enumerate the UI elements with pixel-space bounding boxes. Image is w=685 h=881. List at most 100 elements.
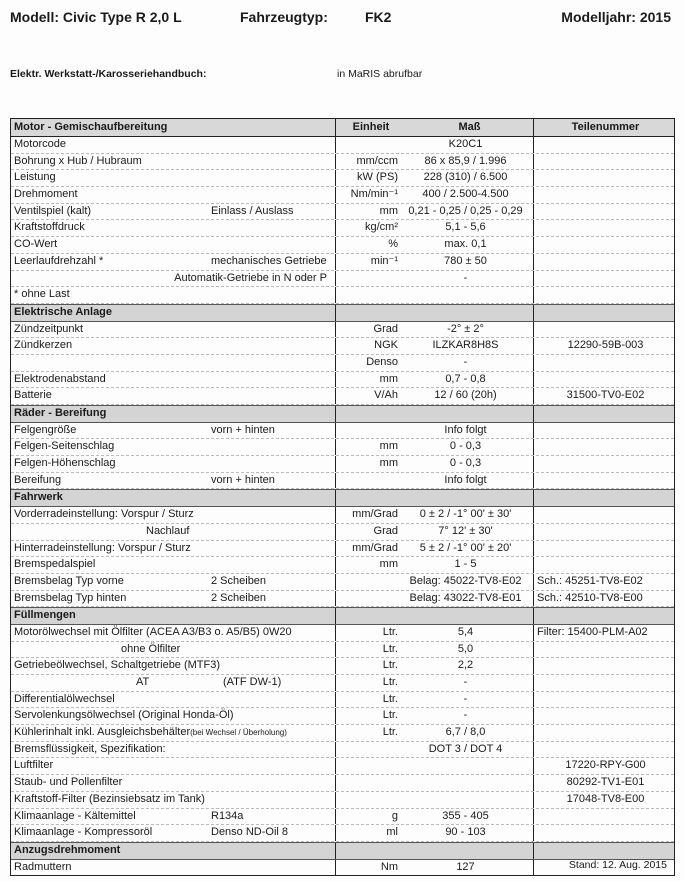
- row-part-number: [534, 220, 674, 236]
- row-label-cell: Motorölwechsel mit Ölfilter (ACEA A3/B3 …: [11, 624, 336, 641]
- row-label: Batterie: [14, 389, 52, 402]
- table-row: Motorölwechsel mit Ölfilter (ACEA A3/B3 …: [11, 624, 674, 642]
- row-label-cell: Bremsbelag Typ hinten 2 Scheiben: [11, 590, 336, 607]
- row-label: Elektrodenabstand: [14, 372, 106, 385]
- row-measure-cell: mm 1 - 5: [336, 557, 534, 573]
- row-sublabel: Einlass / Auslass: [211, 204, 294, 217]
- row-value: 400 / 2.500-4.500: [422, 188, 509, 201]
- table-row: Batterie V/Ah 12 / 60 (20h) 31500-TV0-E02: [11, 388, 674, 405]
- section-header: Elektrische Anlage: [11, 303, 674, 322]
- row-unit: Ltr.: [382, 692, 398, 705]
- row-part-number: [534, 254, 674, 270]
- row-value: 0 - 0,3: [449, 457, 482, 470]
- row-value: 86 x 85,9 / 1.996: [424, 154, 507, 167]
- row-part-number: [534, 742, 674, 758]
- row-value: [398, 287, 533, 303]
- row-label: Bremsbelag Typ vorne: [14, 574, 124, 587]
- manual-value: in MaRIS abrufbar: [337, 68, 423, 80]
- row-part-number: Sch.: 42510-TV8-E00: [537, 591, 643, 604]
- row-value: 7° 12' ± 30': [438, 524, 493, 537]
- row-unit: %: [388, 238, 398, 251]
- row-measure-cell: [336, 791, 534, 808]
- row-value: -: [463, 709, 468, 722]
- row-measure-cell: Info folgt: [336, 472, 534, 489]
- row-label: Luftfilter: [14, 759, 54, 772]
- row-part-number: 31500-TV0-E02: [566, 389, 645, 402]
- row-label-cell: Getriebeölwechsel, Schaltgetriebe (MTF3): [11, 658, 336, 674]
- row-unit: [336, 574, 398, 590]
- table-row: Vorderradeinstellung: Vorspur / Sturz mm/…: [11, 507, 674, 524]
- row-label-cell: Luftfilter: [11, 758, 336, 775]
- table-row: Luftfilter 17220-RPY-G00: [11, 758, 674, 776]
- row-label: Kraftstoff-Filter (Bezinsiebsatz im Tank…: [14, 792, 205, 805]
- row-part-number: 17220-RPY-G00: [565, 759, 646, 772]
- row-unit: [336, 758, 398, 774]
- section-spacer: [336, 490, 534, 507]
- row-label-cell: Servolenkungsölwechsel (Original Honda-Ö…: [11, 708, 336, 725]
- row-unit: mm: [379, 457, 398, 470]
- row-measure-cell: Grad -2° ± 2°: [336, 321, 534, 338]
- row-label-cell: * ohne Last: [11, 287, 336, 303]
- section-title: Füllmengen: [11, 608, 336, 624]
- row-value: max. 0,1: [444, 238, 487, 251]
- row-label-cell: AT (ATF DW-1): [11, 675, 336, 691]
- row-label-cell: Hinterradeinstellung: Vorspur / Sturz: [11, 540, 336, 557]
- row-label: Bremspedalspiel: [14, 558, 96, 571]
- row-value: [398, 792, 533, 808]
- table-row: Zündzeitpunkt Grad -2° ± 2°: [11, 321, 674, 339]
- row-label-cell: Zündkerzen: [11, 338, 336, 354]
- row-measure-cell: Ltr. -: [336, 691, 534, 708]
- row-value: 5,1 - 5,6: [445, 221, 486, 234]
- table-row: Servolenkungsölwechsel (Original Honda-Ö…: [11, 708, 674, 726]
- row-part-number: [534, 423, 674, 439]
- col-part: Teilenummer: [571, 121, 640, 133]
- row-unit: mm: [379, 204, 398, 217]
- row-unit: [336, 287, 398, 303]
- table-row: Drehmoment Nm/min⁻¹ 400 / 2.500-4.500: [11, 187, 674, 204]
- row-measure-cell: mm 0,7 - 0,8: [336, 371, 534, 388]
- table-row: Automatik-Getriebe in N oder P -: [11, 270, 674, 288]
- row-label-cell: Radmuttern: [11, 859, 336, 876]
- row-unit: [336, 423, 398, 439]
- row-measure-cell: ml 90 - 103: [336, 825, 534, 841]
- table-row: Elektrodenabstand mm 0,7 - 0,8: [11, 371, 674, 389]
- row-label-cell: Motorcode: [11, 137, 336, 153]
- row-unit: V/Ah: [374, 389, 398, 402]
- row-value: [398, 758, 533, 774]
- section-spacer: [534, 305, 674, 321]
- table-row: Bremspedalspiel mm 1 - 5: [11, 557, 674, 574]
- section-spacer: [534, 406, 674, 422]
- col-unit: Einheit: [352, 121, 390, 133]
- section-spacer: [336, 406, 534, 422]
- row-label-cell: Kraftstoffdruck: [11, 220, 336, 237]
- row-label: Felgengröße: [14, 423, 77, 436]
- row-label-cell: Bereifung vorn + hinten: [11, 472, 336, 489]
- row-measure-cell: kg/cm² 5,1 - 5,6: [336, 220, 534, 237]
- row-part-number: [534, 675, 674, 691]
- row-label: Kühlerinhalt inkl. Ausgleichsbehälter: [14, 726, 191, 739]
- row-measure-cell: Ltr. -: [336, 675, 534, 691]
- row-unit: [336, 792, 398, 808]
- section-header: Anzugsdrehmoment: [11, 841, 674, 860]
- row-value: 355 - 405: [442, 809, 489, 822]
- row-measure-cell: min⁻¹ 780 ± 50: [336, 253, 534, 270]
- row-unit: mm: [379, 440, 398, 453]
- section-spacer: [336, 842, 534, 859]
- section-spacer: [336, 304, 534, 321]
- row-label-cell: Drehmoment: [11, 187, 336, 203]
- row-unit: min⁻¹: [370, 254, 398, 267]
- row-label-cell: CO-Wert: [11, 237, 336, 253]
- row-sublabel: Nachlauf: [146, 524, 190, 537]
- section-spacer: [534, 608, 674, 624]
- row-sublabel: Automatik-Getriebe in N oder P: [174, 271, 327, 284]
- table-row: Leerlaufdrehzahl * mechanisches Getriebe m…: [11, 253, 674, 271]
- row-part-number: [534, 154, 674, 170]
- row-measure-cell: Nm/min⁻¹ 400 / 2.500-4.500: [336, 187, 534, 203]
- row-part-number: [534, 204, 674, 220]
- row-part-number: [534, 541, 674, 557]
- table-row: Kraftstoff-Filter (Bezinsiebsatz im Tank…: [11, 791, 674, 809]
- row-label: Bohrung x Hub / Hubraum: [14, 154, 142, 167]
- row-value: -: [463, 271, 468, 284]
- table-row: Ventilspiel (kalt) Einlass / Auslass mm 0,2…: [11, 203, 674, 221]
- row-part-number: 80292-TV1-E01: [566, 776, 645, 789]
